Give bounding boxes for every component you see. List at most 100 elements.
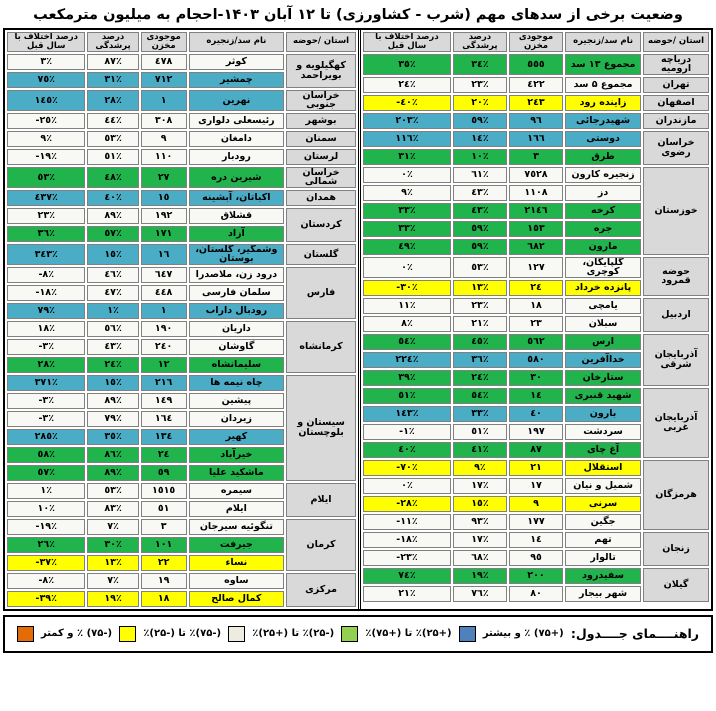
- fill-percent-cell: ٩٣٪: [452, 513, 507, 530]
- volume-cell: ١٤: [508, 387, 564, 404]
- dam-name-cell: یامچی: [565, 297, 642, 314]
- fill-percent-cell: ٤٣٪: [452, 202, 507, 219]
- volume-cell: ٦٤٧: [140, 266, 187, 283]
- dam-name-cell: کهیر: [188, 428, 285, 445]
- volume-cell: ١٦: [140, 243, 187, 265]
- diff-percent-cell: ٣٣٪: [363, 202, 451, 219]
- table-row: آذربایجان غربی شهید قنبری ١٤ ٥٤٪ ٥١٪: [363, 387, 709, 458]
- volume-cell: ١٤: [508, 531, 564, 548]
- table-row: خداآفرین ٥٨٠ ٣٦٪ ٢٢٤٪: [363, 351, 709, 368]
- legend-item-orange: (-۷۵) ٪ و کمتر: [17, 625, 113, 642]
- fill-percent-cell: ١٥٪: [452, 495, 507, 512]
- volume-cell: ٣٠: [508, 369, 564, 386]
- dam-name-cell: جیرفت: [188, 536, 285, 553]
- volume-cell: ١٩: [140, 572, 187, 589]
- dam-name-cell: ایلام: [188, 500, 285, 517]
- province-cell: آذربایجان غربی: [643, 387, 709, 458]
- table-row: سلیمانشاه ١٢ ٢٤٪ ٢٨٪: [7, 356, 356, 373]
- province-cell: دریاچه ارومیه: [643, 53, 709, 75]
- table-row: زیردان ١٦٤ ٧٩٪ -٣٪: [7, 410, 356, 427]
- fill-percent-cell: ٧٩٪: [87, 410, 139, 427]
- volume-cell: ٤٧٨: [140, 53, 187, 70]
- diff-percent-cell: ٢٢٤٪: [363, 351, 451, 368]
- table-row: آغ چای ٨٧ ٤١٪ ٤٠٪: [363, 441, 709, 458]
- volume-cell: ١٥١٥: [140, 482, 187, 499]
- dam-name-cell: ساوه: [188, 572, 285, 589]
- tables-container: استان /حوضه نام سد/زنجیره موجودی مخزن در…: [3, 28, 713, 611]
- fill-percent-cell: ٣٠٪: [87, 536, 139, 553]
- volume-cell: ٥٥٥: [508, 53, 564, 75]
- fill-percent-cell: ٨٣٪: [87, 500, 139, 517]
- dam-name-cell: تهم: [565, 531, 642, 548]
- table-row: لرستان رودبار ١١٠ ٥١٪ -١٩٪: [7, 148, 356, 165]
- diff-percent-cell: ١٤٣٪: [363, 405, 451, 422]
- legend-item-white: (-۲۵)٪ تا (+۲۵)٪: [228, 625, 334, 642]
- table-row: تالوار ٩٥ ٦٨٪ -٢٣٪: [363, 549, 709, 566]
- diff-percent-cell: -١٨٪: [7, 284, 86, 301]
- table-row: نساء ٢٢ ١٣٪ -٣٧٪: [7, 554, 356, 571]
- fill-percent-cell: ٢٣٪: [452, 76, 507, 93]
- table-row: اردبیل یامچی ١٨ ٢٣٪ ١١٪: [363, 297, 709, 332]
- volume-cell: ١٣٤: [140, 428, 187, 445]
- fill-percent-cell: ٥٣٪: [87, 482, 139, 499]
- diff-percent-cell: ٤٩٪: [363, 238, 451, 255]
- volume-cell: ٥١: [140, 500, 187, 517]
- diff-percent-cell: ٢٦٪: [7, 536, 86, 553]
- province-cell: خوزستان: [643, 166, 709, 255]
- diff-percent-cell: ٣٦٪: [7, 225, 86, 242]
- blue-swatch-icon: [458, 625, 476, 642]
- fill-percent-cell: ١٠٪: [452, 148, 507, 165]
- table-row: سرنی ٩ ١٥٪ -٢٨٪: [363, 495, 709, 512]
- province-cell: مرکزی: [286, 572, 356, 607]
- table-row: مازندران شهیدرجائی ٩٦ ٥٩٪ ٢٠٣٪: [363, 112, 709, 129]
- table-row: اصفهان زاینده رود ٢٤٣ ٢٠٪ -٤٠٪: [363, 94, 709, 111]
- volume-cell: ٢٤٣: [508, 94, 564, 111]
- diff-percent-cell: ٠٪: [363, 166, 451, 183]
- diff-percent-cell: -٢٣٪: [363, 549, 451, 566]
- fill-percent-cell: ٩٪: [452, 459, 507, 476]
- fill-percent-cell: ١٤٪: [452, 130, 507, 147]
- table-row: جگین ١٧٧ ٩٣٪ -١١٪: [363, 513, 709, 530]
- table-row: دریاچه ارومیه مجموع ۱۳ سد ٥٥٥ ٣٤٪ ٣٥٪: [363, 53, 709, 75]
- fill-percent-cell: ٤٧٪: [87, 284, 139, 301]
- diff-percent-cell: -١٨٪: [363, 531, 451, 548]
- volume-cell: ٤٤٨: [140, 284, 187, 301]
- dam-name-cell: تنگوئیه سیرجان: [188, 518, 285, 535]
- volume-cell: ٢١: [508, 459, 564, 476]
- dam-name-cell: سرنی: [565, 495, 642, 512]
- volume-cell: ٢٧: [140, 166, 187, 188]
- dam-name-cell: قشلاق: [188, 207, 285, 224]
- volume-cell: ٦٨٢: [508, 238, 564, 255]
- diff-percent-cell: -١٩٪: [7, 518, 86, 535]
- diff-percent-cell: ٧٥٪: [7, 71, 86, 88]
- fill-percent-cell: ١٩٪: [87, 590, 139, 607]
- dam-name-cell: درود زن، ملاصدرا: [188, 266, 285, 283]
- dam-name-cell: شهیدرجائی: [565, 112, 642, 129]
- volume-cell: ١٩٠: [140, 320, 187, 337]
- dam-name-cell: استقلال: [565, 459, 642, 476]
- green-swatch-icon: [341, 625, 359, 642]
- col-header-volume: موجودی مخزن: [140, 32, 187, 52]
- volume-cell: ١٥٣: [508, 220, 564, 237]
- dam-name-cell: خداآفرین: [565, 351, 642, 368]
- dam-name-cell: پیشین: [188, 392, 285, 409]
- volume-cell: ٨٧: [508, 441, 564, 458]
- fill-percent-cell: ٥٤٪: [452, 387, 507, 404]
- table-row: فارس درود زن، ملاصدرا ٦٤٧ ٤٦٪ -٨٪: [7, 266, 356, 319]
- fill-percent-cell: ٨٩٪: [87, 207, 139, 224]
- fill-percent-cell: ٨٧٪: [87, 53, 139, 70]
- table-row: مارون ٦٨٢ ٥٩٪ ٤٩٪: [363, 238, 709, 255]
- volume-cell: ١٤٩: [140, 392, 187, 409]
- volume-cell: ٣: [140, 518, 187, 535]
- dam-name-cell: مجموع ۱۳ سد: [565, 53, 642, 75]
- diff-percent-cell: -٢٥٪: [7, 112, 86, 129]
- legend-label-orange: (-۷۵) ٪ و کمتر: [41, 628, 113, 640]
- diff-percent-cell: ٣٪: [7, 53, 86, 70]
- province-cell: کرمانشاه: [286, 320, 356, 373]
- volume-cell: ٢١٤٦: [508, 202, 564, 219]
- fill-percent-cell: ٢٣٪: [452, 297, 507, 314]
- fill-percent-cell: ٥٩٪: [452, 220, 507, 237]
- volume-cell: ١٧١: [140, 225, 187, 242]
- legend-item-green: (+۲۵)٪ تا (+۷۵)٪: [341, 625, 452, 642]
